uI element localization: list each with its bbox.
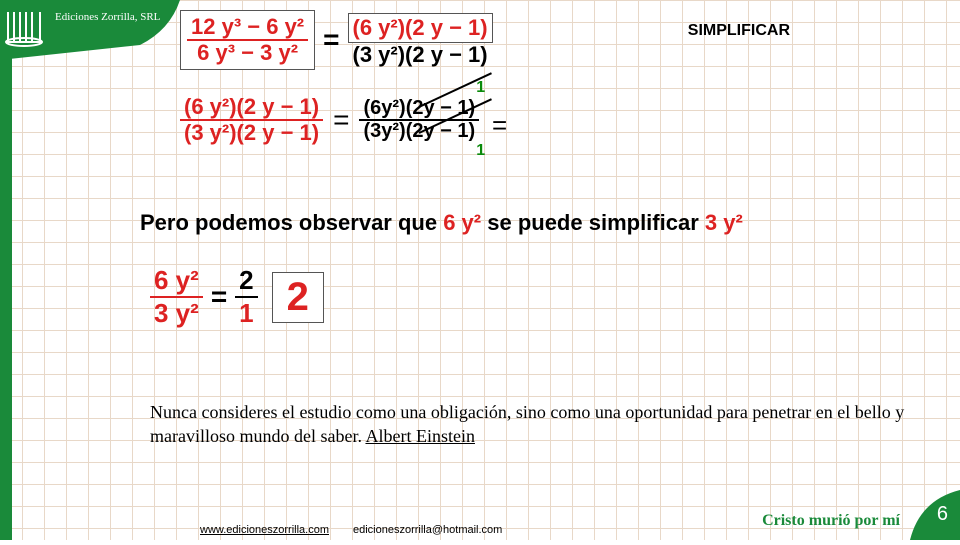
footer-url[interactable]: www.edicioneszorrilla.com [200,524,329,536]
eq3-result: 2 [272,272,324,323]
eq2-lhs-num: (6 y²)(2 y − 1) [180,95,323,121]
eq1-lhs-den: 6 y³ − 3 y² [193,41,302,65]
eq1-rhs-num: (6 y²)(2 y − 1) [348,13,493,43]
eq3-mid-den: 1 [235,298,257,329]
quote-text: Nunca consideres el estudio como una obl… [150,402,904,446]
eq2-rhs-num: (6y²)(2y − 1) [359,98,479,121]
obs-post: se puede simplificar [487,210,705,235]
equation-3: 6 y² 3 y² = 2 1 2 [150,265,324,329]
equals-2: = [333,104,349,136]
equation-2: (6 y²)(2 y − 1) (3 y²)(2 y − 1) = (6y²)(… [180,95,479,145]
equals-trail: = [492,112,507,139]
quote-author: Albert Einstein [365,426,474,446]
cancel-one-bot: 1 [476,143,485,160]
footer-email: edicioneszorrilla@hotmail.com [353,524,502,536]
obs-pre: Pero podemos observar que [140,210,443,235]
equation-1: 12 y³ − 6 y² 6 y³ − 3 y² = (6 y²)(2 y − … [180,10,493,70]
logo: Ediciones Zorrilla, SRL [0,0,180,60]
logo-text: Ediciones Zorrilla, SRL [55,11,161,23]
eq3-mid-num: 2 [235,265,257,298]
eq1-rhs-den: (3 y²)(2 y − 1) [349,43,492,67]
content-area: 12 y³ − 6 y² 6 y³ − 3 y² = (6 y²)(2 y − … [180,0,940,540]
eq3-lhs-den: 3 y² [150,298,203,329]
eq2-lhs-den: (3 y²)(2 y − 1) [180,121,323,145]
eq3-lhs-num: 6 y² [150,265,203,298]
equals-1: = [323,24,339,56]
quote-block: Nunca consideres el estudio como una obl… [150,400,910,449]
footer-links: www.edicioneszorrilla.com edicioneszorri… [200,524,502,536]
obs-end: 3 y² [705,210,743,235]
eq2-rhs: (6y²)(2y − 1) (3y²)(2y − 1) 1 1 = [359,98,479,142]
left-green-strip [0,0,12,540]
eq1-lhs-num: 12 y³ − 6 y² [187,15,308,41]
page-number: 6 [937,503,948,526]
obs-mid: 6 y² [443,210,487,235]
observation-line: Pero podemos observar que 6 y² se puede … [140,210,743,236]
cancel-one-top: 1 [476,80,485,97]
equals-3: = [211,281,227,313]
page-number-corner [910,490,960,540]
motto: Cristo murió por mí [762,512,900,530]
